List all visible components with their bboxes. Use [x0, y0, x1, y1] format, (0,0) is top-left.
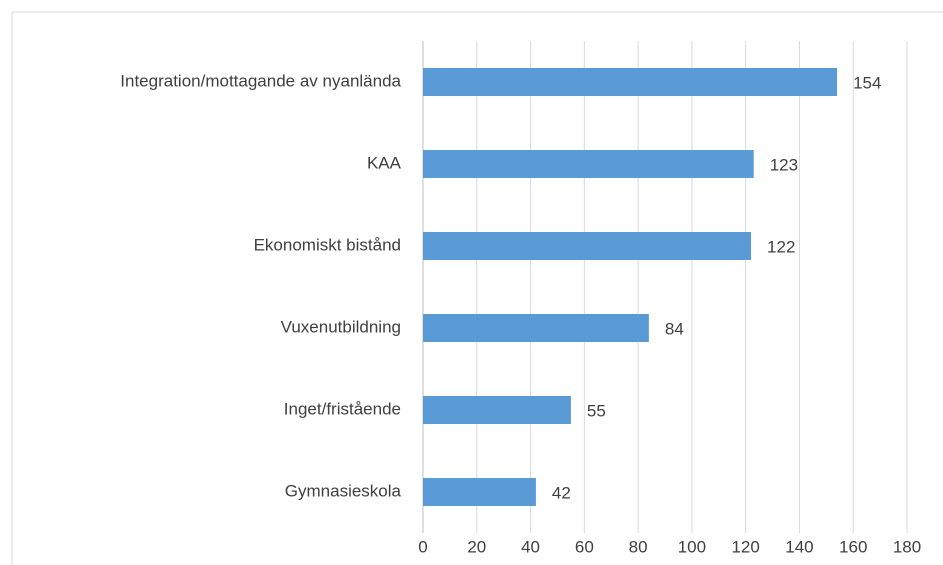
bar: [423, 232, 752, 260]
data-label: 122: [767, 237, 795, 256]
data-label: 123: [770, 155, 798, 174]
data-label: 84: [665, 319, 684, 338]
y-tick-label: Inget/fristående: [284, 399, 401, 418]
bar: [423, 150, 754, 178]
bar: [423, 314, 649, 342]
x-tick-label: 40: [521, 537, 540, 556]
x-tick-label: 120: [731, 537, 759, 556]
bar: [423, 478, 536, 506]
y-tick-label: KAA: [367, 153, 402, 172]
data-label: 55: [587, 401, 606, 420]
y-tick-label: Ekonomiskt bistånd: [254, 235, 401, 254]
data-label: 42: [552, 483, 571, 502]
x-tick-label: 100: [678, 537, 706, 556]
x-tick-label: 140: [785, 537, 813, 556]
y-tick-label: Gymnasieskola: [285, 481, 402, 500]
data-label: 154: [853, 73, 881, 92]
x-tick-label: 0: [418, 537, 427, 556]
y-tick-label: Vuxenutbildning: [281, 317, 401, 336]
x-tick-label: 160: [839, 537, 867, 556]
bar: [423, 396, 571, 424]
x-tick-label: 20: [467, 537, 486, 556]
x-tick-label: 80: [629, 537, 648, 556]
x-tick-label: 60: [575, 537, 594, 556]
bar: [423, 68, 838, 96]
y-tick-label: Integration/mottagande av nyanlända: [120, 71, 401, 90]
x-tick-label: 180: [893, 537, 921, 556]
